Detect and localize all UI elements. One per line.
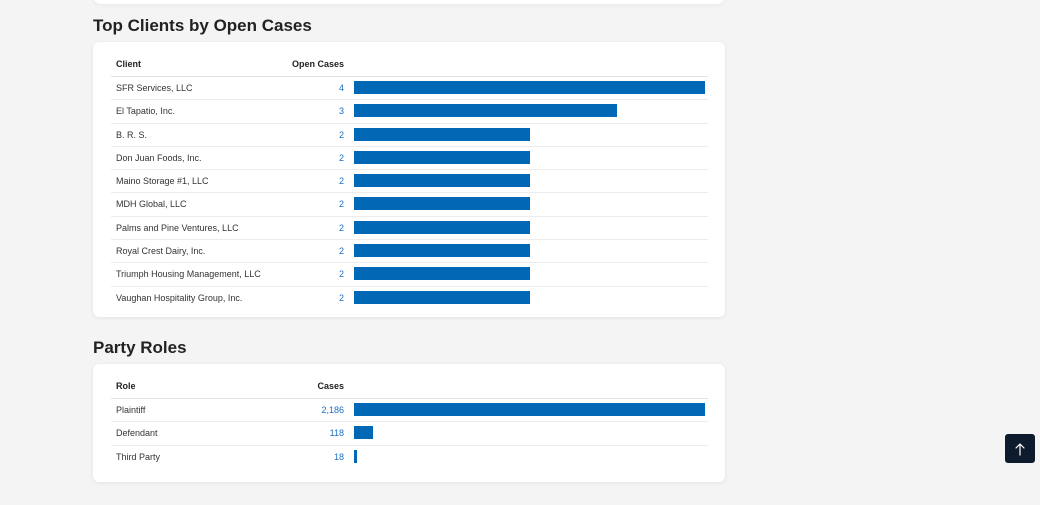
client-name: Palms and Pine Ventures, LLC: [116, 222, 239, 233]
client-column-header: Client: [116, 59, 142, 69]
client-bar: [354, 267, 530, 281]
client-count-link[interactable]: 2: [338, 176, 344, 187]
client-name: Maino Storage #1, LLC: [116, 176, 209, 187]
client-bar: [354, 104, 618, 118]
previous-card-edge: [93, 0, 725, 4]
client-bar: [354, 197, 530, 211]
client-count-link[interactable]: 2: [338, 269, 344, 280]
client-bar: [354, 244, 530, 258]
client-name: Vaughan Hospitality Group, Inc.: [116, 292, 243, 303]
role-row: Plaintiff 2,186: [111, 399, 708, 423]
clients-rows: SFR Services, LLC 4 El Tapatio, Inc. 3 B. R.…: [111, 77, 708, 309]
client-count-link[interactable]: 2: [338, 246, 344, 257]
client-name: Don Juan Foods, Inc.: [116, 152, 202, 163]
client-row: B. R. S. 2: [111, 124, 708, 147]
client-name: MDH Global, LLC: [116, 199, 187, 210]
client-count-link[interactable]: 2: [338, 199, 344, 210]
client-bar: [354, 81, 705, 94]
role-bar: [354, 403, 705, 416]
role-count-link[interactable]: 118: [329, 428, 344, 439]
client-row: Royal Crest Dairy, Inc. 2: [111, 240, 708, 264]
roles-table-header: Role Cases: [111, 375, 708, 399]
role-row: Third Party 18: [111, 446, 708, 468]
roles-rows: Plaintiff 2,186 Defendant 118 Third Party 18: [111, 399, 708, 468]
open-cases-column-header: Open Cases: [291, 59, 344, 69]
client-row: Triumph Housing Management, LLC 2: [111, 263, 708, 287]
client-name: El Tapatio, Inc.: [116, 106, 175, 117]
client-row: Maino Storage #1, LLC 2: [111, 170, 708, 194]
client-row: Vaughan Hospitality Group, Inc. 2: [111, 287, 708, 309]
client-row: Palms and Pine Ventures, LLC 2: [111, 217, 708, 241]
client-bar: [354, 290, 530, 304]
role-column-header: Role: [116, 381, 136, 391]
client-name: Triumph Housing Management, LLC: [116, 269, 261, 280]
role-count-link[interactable]: 18: [333, 451, 344, 462]
roles-section-title: Party Roles: [93, 338, 187, 357]
client-count-link[interactable]: 2: [338, 222, 344, 233]
scroll-to-top-button[interactable]: [1005, 434, 1035, 463]
role-bar: [354, 426, 373, 440]
client-row: Don Juan Foods, Inc. 2: [111, 147, 708, 171]
clients-table-header: Client Open Cases: [111, 53, 708, 77]
role-name: Defendant: [116, 428, 158, 439]
client-row: SFR Services, LLC 4: [111, 77, 708, 101]
clients-table: Client Open Cases SFR Services, LLC 4 El T…: [111, 53, 708, 309]
client-name: Royal Crest Dairy, Inc.: [116, 246, 206, 257]
role-name: Plaintiff: [116, 405, 146, 415]
client-bar: [354, 150, 530, 164]
role-count-link[interactable]: 2,186: [321, 405, 344, 415]
client-name: SFR Services, LLC: [116, 83, 193, 93]
roles-table: Role Cases Plaintiff 2,186 Defendant 118 Thi…: [111, 375, 708, 468]
clients-card: Client Open Cases SFR Services, LLC 4 El T…: [93, 42, 725, 317]
client-count-link[interactable]: 2: [338, 152, 344, 163]
arrow-up-icon: [1015, 442, 1025, 456]
client-bar: [354, 174, 530, 188]
client-count-link[interactable]: 3: [338, 106, 344, 117]
client-name: B. R. S.: [116, 129, 148, 140]
client-count-link[interactable]: 4: [338, 83, 344, 93]
role-row: Defendant 118: [111, 422, 708, 446]
client-row: MDH Global, LLC 2: [111, 193, 708, 217]
client-count-link[interactable]: 2: [338, 292, 344, 303]
client-bar: [354, 220, 530, 234]
clients-section-title: Top Clients by Open Cases: [93, 16, 312, 35]
roles-card: Role Cases Plaintiff 2,186 Defendant 118 Thi…: [93, 364, 725, 482]
client-count-link[interactable]: 2: [338, 129, 344, 140]
client-bar: [354, 127, 530, 141]
role-name: Third Party: [116, 451, 161, 462]
cases-column-header: Cases: [317, 381, 344, 391]
client-row: El Tapatio, Inc. 3: [111, 100, 708, 124]
role-bar: [354, 449, 357, 463]
